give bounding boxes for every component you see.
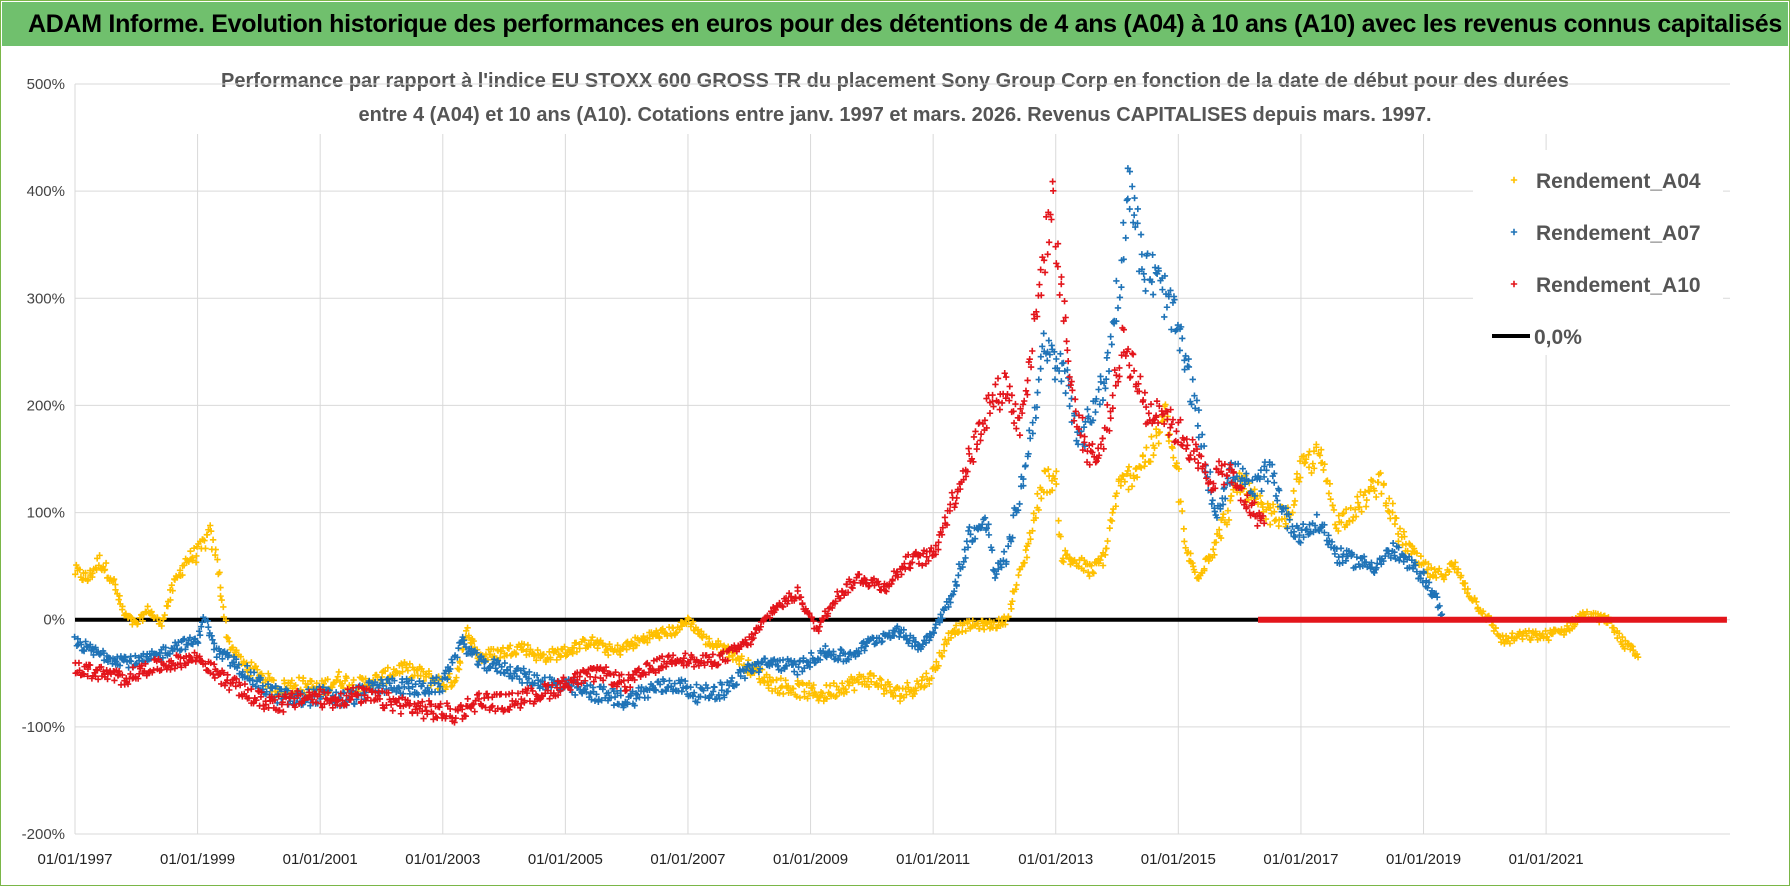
chart-title-line2: entre 4 (A04) et 10 ans (A10). Cotations…: [358, 104, 1432, 126]
chart-title-line1: Performance par rapport à l'indice EU ST…: [221, 70, 1569, 92]
banner-title: ADAM Informe. Evolution historique des p…: [2, 2, 1788, 46]
